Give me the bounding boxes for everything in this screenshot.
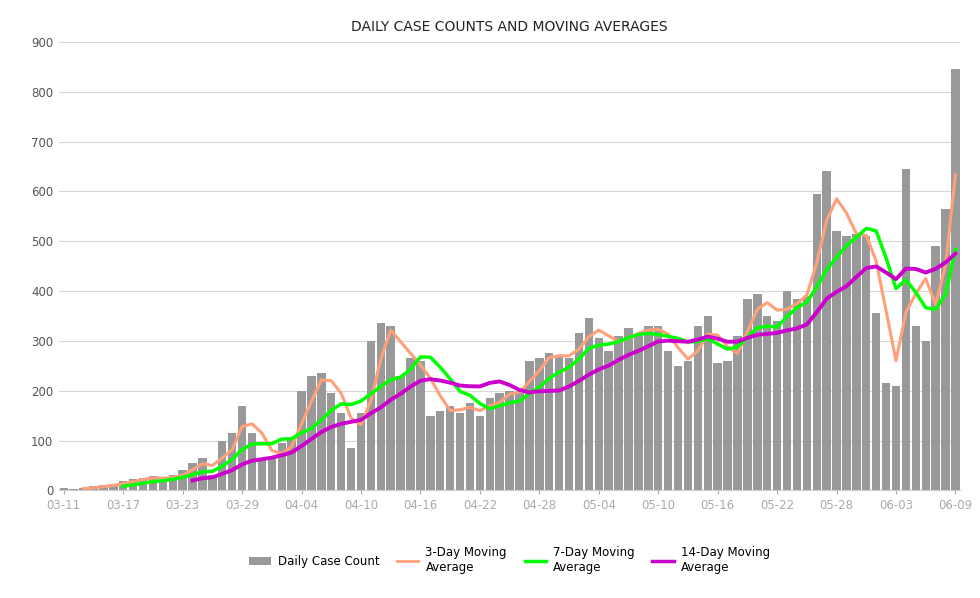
Bar [644, 326, 653, 490]
Bar [921, 341, 930, 490]
Bar [297, 390, 306, 490]
Bar [308, 376, 316, 490]
Bar [595, 338, 603, 490]
Bar [228, 433, 236, 490]
Bar [416, 361, 424, 490]
Bar [704, 316, 711, 490]
Bar [485, 398, 494, 490]
Bar [853, 234, 860, 490]
Bar [248, 433, 256, 490]
Bar [605, 351, 612, 490]
Bar [694, 326, 702, 490]
Bar [783, 291, 791, 490]
Bar [119, 481, 127, 490]
Bar [208, 475, 217, 490]
Bar [178, 471, 187, 490]
Bar [803, 296, 811, 490]
Bar [832, 231, 841, 490]
Bar [525, 361, 534, 490]
Bar [376, 324, 385, 490]
Bar [723, 361, 732, 490]
Bar [684, 361, 692, 490]
Bar [70, 489, 77, 490]
Bar [277, 443, 286, 490]
Bar [129, 480, 137, 490]
Bar [159, 480, 167, 490]
Bar [139, 478, 147, 490]
Bar [892, 386, 901, 490]
Bar [407, 358, 415, 490]
Bar [198, 458, 207, 490]
Bar [496, 393, 504, 490]
Bar [347, 448, 356, 490]
Bar [456, 413, 465, 490]
Bar [753, 294, 761, 490]
Bar [585, 318, 593, 490]
Bar [674, 366, 682, 490]
Bar [188, 463, 197, 490]
Bar [872, 313, 880, 490]
Bar [238, 405, 246, 490]
Bar [436, 411, 445, 490]
Bar [396, 376, 405, 490]
Bar [931, 246, 940, 490]
Title: DAILY CASE COUNTS AND MOVING AVERAGES: DAILY CASE COUNTS AND MOVING AVERAGES [351, 20, 668, 33]
Bar [624, 328, 633, 490]
Bar [99, 486, 108, 490]
Legend: Daily Case Count, 3-Day Moving
Average, 7-Day Moving
Average, 14-Day Moving
Aver: Daily Case Count, 3-Day Moving Average, … [250, 546, 769, 574]
Bar [318, 373, 325, 490]
Bar [733, 336, 742, 490]
Bar [466, 403, 474, 490]
Bar [812, 194, 821, 490]
Bar [564, 358, 573, 490]
Bar [743, 298, 752, 490]
Bar [337, 413, 345, 490]
Bar [822, 172, 831, 490]
Bar [793, 298, 801, 490]
Bar [515, 393, 523, 490]
Bar [109, 484, 118, 490]
Bar [911, 326, 920, 490]
Bar [169, 475, 177, 490]
Bar [268, 458, 276, 490]
Bar [942, 209, 950, 490]
Bar [614, 336, 623, 490]
Bar [555, 356, 564, 490]
Bar [952, 69, 959, 490]
Bar [713, 363, 722, 490]
Bar [574, 334, 583, 490]
Bar [663, 351, 672, 490]
Bar [258, 460, 267, 490]
Bar [763, 316, 771, 490]
Bar [535, 358, 544, 490]
Bar [545, 353, 554, 490]
Bar [327, 393, 335, 490]
Bar [426, 416, 434, 490]
Bar [60, 489, 68, 490]
Bar [287, 438, 296, 490]
Bar [773, 321, 781, 490]
Bar [357, 413, 366, 490]
Bar [506, 390, 514, 490]
Bar [862, 236, 870, 490]
Bar [842, 236, 851, 490]
Bar [902, 169, 910, 490]
Bar [475, 416, 484, 490]
Bar [882, 383, 890, 490]
Bar [386, 326, 395, 490]
Bar [634, 336, 643, 490]
Bar [89, 486, 98, 490]
Bar [219, 441, 226, 490]
Bar [654, 326, 662, 490]
Bar [79, 488, 88, 490]
Bar [149, 477, 157, 490]
Bar [446, 405, 455, 490]
Bar [367, 341, 375, 490]
